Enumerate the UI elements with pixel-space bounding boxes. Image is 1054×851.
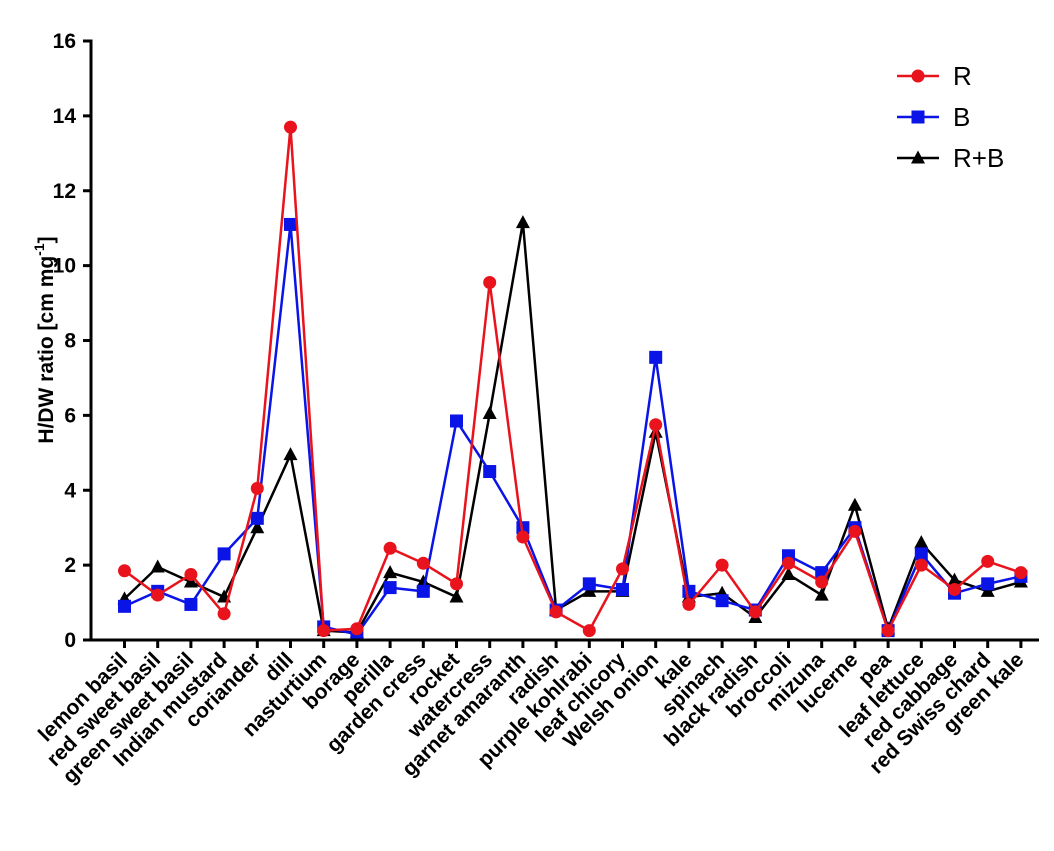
- legend-marker-circle: [911, 69, 925, 83]
- series-r: [118, 120, 1028, 638]
- data-point-r: [782, 556, 795, 570]
- data-point-r: [317, 624, 331, 638]
- data-point-r: [118, 564, 131, 578]
- data-point-r: [649, 418, 663, 432]
- data-point-b: [383, 581, 397, 595]
- data-point-r-b: [383, 565, 398, 579]
- data-point-b: [250, 511, 264, 525]
- data-point-r: [748, 605, 762, 619]
- data-point-r-b: [947, 572, 962, 586]
- data-point-r: [616, 562, 629, 576]
- data-point-b: [450, 414, 463, 428]
- y-tick-label: 4: [64, 479, 76, 502]
- data-point-r: [383, 541, 397, 555]
- data-point-r-b: [847, 497, 862, 511]
- legend-label: R: [953, 61, 972, 91]
- legend-entry-r: R: [897, 61, 972, 91]
- data-point-r-b: [482, 406, 497, 420]
- data-point-r: [582, 624, 596, 638]
- data-point-r-b: [150, 559, 165, 573]
- legend: RB R+B: [897, 61, 1004, 173]
- data-point-r: [250, 481, 264, 495]
- data-point-r: [881, 624, 895, 638]
- data-point-r: [848, 524, 862, 538]
- axes: [89, 39, 1039, 642]
- series-line-r: [123, 125, 1022, 632]
- data-point-b: [715, 594, 729, 608]
- y-tick-label: 6: [64, 404, 76, 427]
- data-point-b: [118, 599, 131, 613]
- data-point-r: [350, 622, 364, 636]
- data-point-r: [151, 588, 165, 602]
- y-tick-label: 16: [53, 30, 76, 53]
- data-point-r: [483, 275, 497, 289]
- data-point-r: [184, 567, 198, 581]
- data-point-r: [549, 605, 563, 619]
- data-point-b: [914, 547, 928, 561]
- data-point-r-b: [515, 215, 530, 229]
- y-ticks: 0 2 4 6 8 10 12 14 16: [53, 30, 91, 652]
- svg-text:H/DW ratio [cm mg-1]: H/DW ratio [cm mg-1]: [31, 236, 58, 443]
- data-point-r: [217, 607, 231, 621]
- data-point-b: [184, 597, 198, 611]
- data-point-r-b: [814, 587, 829, 601]
- y-tick-label: 14: [53, 105, 77, 128]
- data-point-b: [284, 217, 297, 231]
- legend-marker-square: [911, 110, 925, 124]
- data-point-r: [981, 554, 995, 568]
- series-b: [118, 217, 1028, 641]
- data-point-r-b: [914, 535, 929, 549]
- data-point-r: [682, 597, 696, 611]
- y-axis-title-close: ]: [35, 236, 58, 243]
- y-axis-title-superscript: -1: [31, 243, 47, 256]
- data-point-r: [450, 577, 463, 591]
- data-point-b: [582, 577, 596, 591]
- data-point-r: [715, 558, 729, 572]
- data-point-r: [416, 556, 430, 570]
- data-point-r: [815, 575, 829, 589]
- data-point-r-b: [283, 447, 298, 461]
- data-point-r-b: [781, 566, 796, 580]
- data-point-r-b: [416, 574, 431, 588]
- data-point-r-b: [449, 589, 464, 603]
- data-point-r: [284, 120, 297, 134]
- data-point-b: [217, 547, 231, 561]
- y-tick-label: 12: [53, 180, 76, 203]
- series-r-b: [117, 215, 1028, 639]
- legend-entry-b: B: [897, 102, 970, 132]
- y-axis-title-main: H/DW ratio [cm mg: [35, 256, 58, 444]
- y-axis-title: H/DW ratio [cm mg-1]: [31, 236, 58, 443]
- data-point-r: [948, 582, 961, 596]
- data-point-r: [516, 530, 530, 544]
- series-line-r-b: [123, 221, 1022, 634]
- data-point-b: [483, 465, 497, 479]
- legend-label: R+B: [953, 143, 1004, 173]
- series-line-b: [123, 223, 1022, 636]
- data-point-r: [914, 558, 928, 572]
- data-point-r: [1014, 566, 1028, 580]
- y-tick-label: 10: [53, 255, 76, 278]
- data-point-r-b: [250, 520, 265, 534]
- legend-marker-triangle: [911, 150, 925, 164]
- legend-entry-r-b: R+B: [897, 143, 1004, 173]
- data-point-b: [649, 350, 663, 364]
- series-layer: [117, 120, 1028, 641]
- y-tick-label: 2: [64, 554, 76, 577]
- legend-label: B: [953, 102, 970, 132]
- data-point-b: [416, 584, 430, 598]
- y-tick-label: 8: [64, 330, 76, 353]
- data-point-b: [616, 582, 629, 596]
- data-point-b: [682, 584, 696, 598]
- y-tick-label: 0: [64, 629, 76, 652]
- data-point-b: [981, 577, 995, 591]
